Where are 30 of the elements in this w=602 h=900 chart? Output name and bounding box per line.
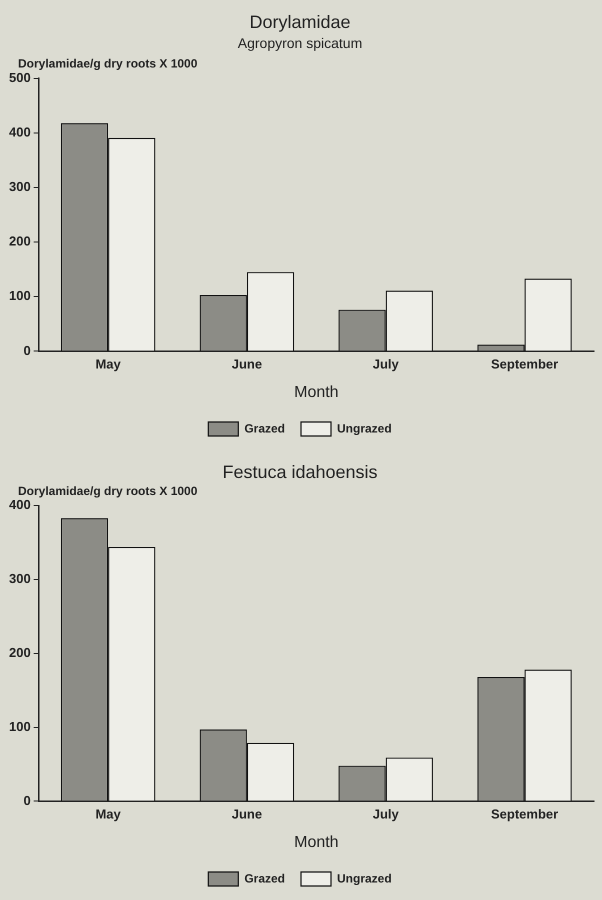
y-tick-label: 100 [8,288,31,304]
legend-label: Ungrazed [337,421,392,436]
x-tick-label: June [232,806,262,822]
legend-label: Grazed [244,871,286,886]
y-tick-label: 400 [8,497,31,512]
x-axis-title: Month [294,384,339,401]
y-tick-label: 200 [8,644,31,660]
y-tick-label: 200 [8,234,31,249]
y-tick-label: 300 [8,179,31,194]
chart-title: Dorylamidae [249,12,351,32]
x-axis-title: Month [294,834,339,851]
x-tick-label: May [95,806,122,822]
y-tick-label: 0 [23,342,31,358]
chart-subtitle: Agropyron spicatum [238,34,362,51]
x-tick-label: September [490,806,558,822]
x-tick-label: May [95,356,122,372]
y-tick-label: 500 [8,70,31,85]
y-tick-label: 400 [8,124,31,140]
x-tick-label: July [372,806,400,822]
y-tick-label: 100 [8,718,31,734]
x-tick-label: September [490,356,558,372]
y-axis-title: Dorylamidae/g dry roots X 1000 [18,56,198,71]
y-tick-label: 0 [23,792,31,808]
chart-title: Festuca idahoensis [222,462,378,482]
x-tick-label: June [232,356,262,372]
x-tick-label: July [372,356,400,372]
legend-label: Ungrazed [337,871,392,886]
y-axis-title: Dorylamidae/g dry roots X 1000 [18,484,198,498]
y-tick-label: 300 [8,571,31,586]
legend-label: Grazed [244,421,286,436]
